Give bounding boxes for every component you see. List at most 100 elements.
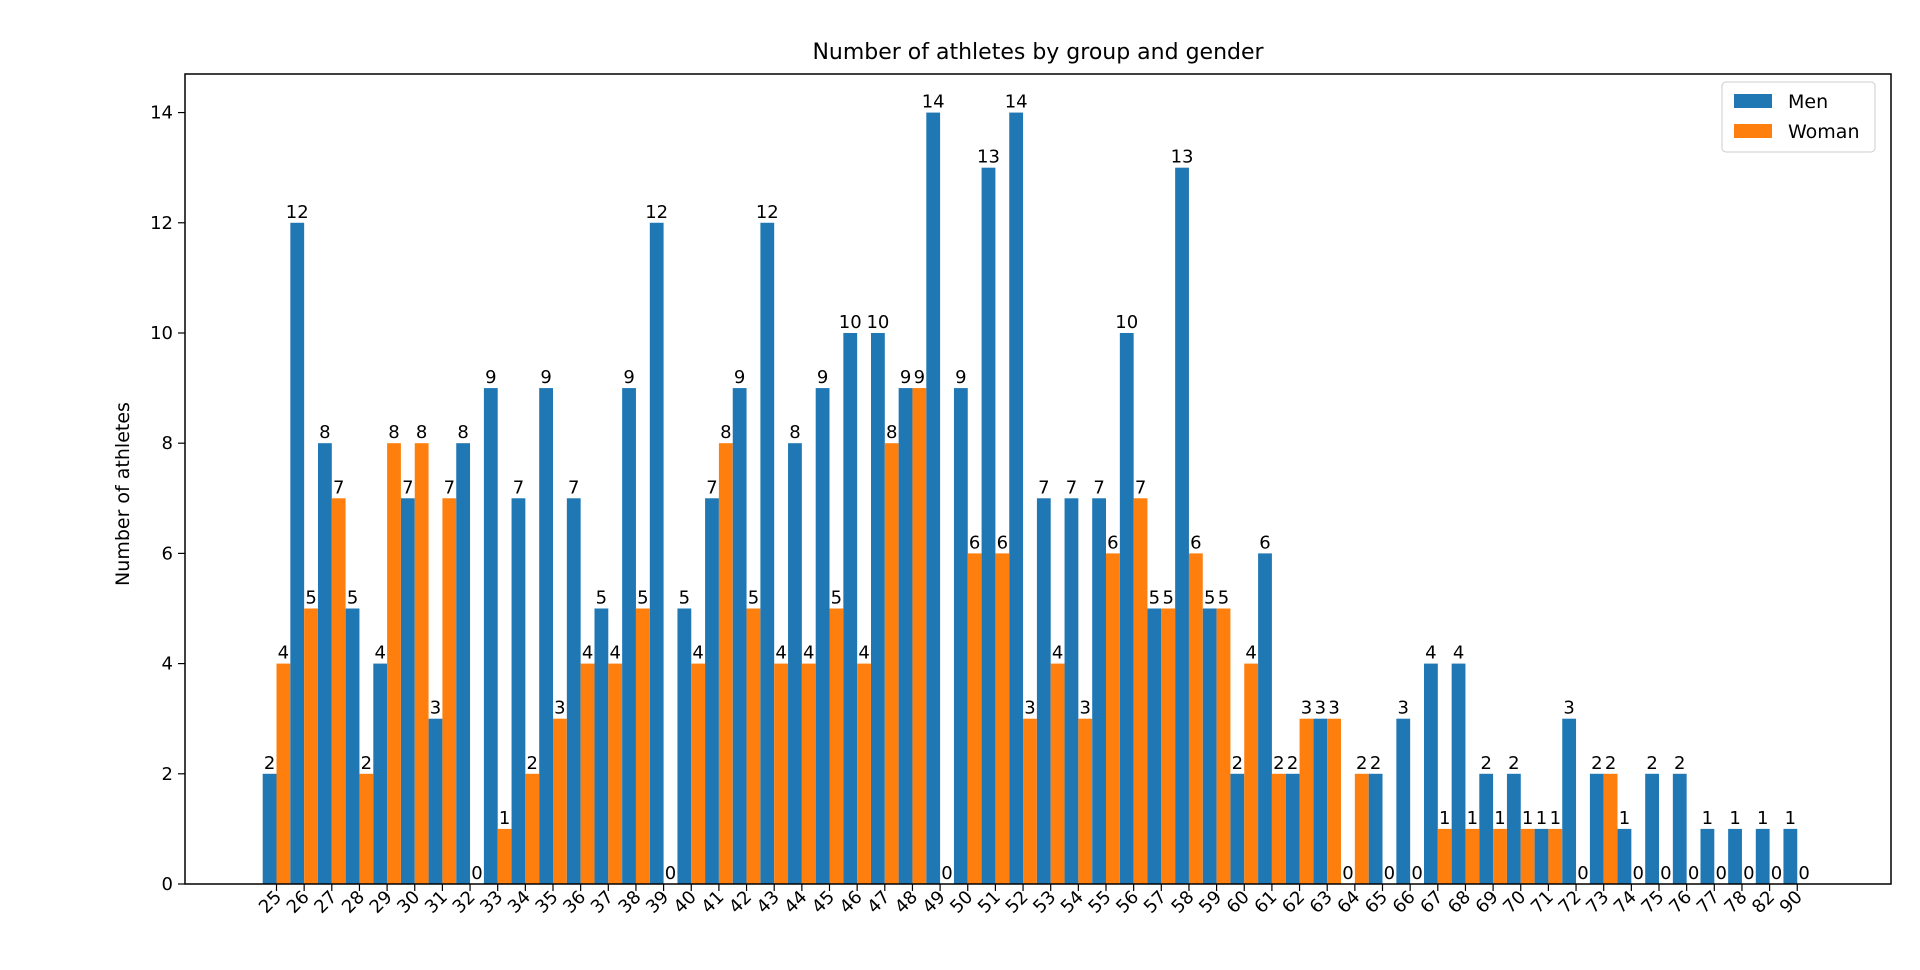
bar-value-label: 7 — [568, 477, 579, 498]
legend-label-men: Men — [1788, 91, 1828, 113]
bar-woman — [829, 608, 844, 884]
bar-men — [345, 608, 360, 884]
bar-men — [1617, 828, 1632, 884]
bar-value-label: 2 — [1287, 753, 1298, 774]
bar-value-label: 13 — [1171, 147, 1194, 168]
bar-value-label: 4 — [692, 643, 703, 664]
bar-woman — [1078, 718, 1093, 884]
bar-men — [456, 443, 471, 884]
y-tick-label: 6 — [162, 543, 173, 564]
bar-value-label: 9 — [734, 367, 745, 388]
bar-woman — [1520, 828, 1535, 884]
bar-woman — [857, 663, 871, 884]
bar-woman — [1299, 718, 1314, 884]
y-tick-label: 8 — [162, 433, 173, 454]
bar-value-label: 13 — [977, 147, 1000, 168]
bar-value-label: 0 — [1798, 863, 1809, 884]
bar-value-label: 6 — [1190, 532, 1201, 553]
bar-men — [1230, 773, 1245, 884]
bar-value-label: 2 — [1508, 753, 1519, 774]
bar-value-label: 9 — [485, 367, 496, 388]
bar-woman — [1161, 608, 1176, 884]
bar-value-label: 1 — [1536, 808, 1547, 829]
bar-men — [1092, 498, 1106, 884]
bar-woman — [995, 553, 1010, 884]
bar-value-label: 7 — [706, 477, 717, 498]
bar-value-label: 8 — [388, 422, 399, 443]
bar-men — [1506, 773, 1521, 884]
bar-woman — [276, 663, 291, 884]
bar-woman — [1465, 828, 1480, 884]
bar-woman — [718, 443, 733, 884]
bar-value-label: 10 — [839, 312, 862, 333]
bar-men — [705, 498, 719, 884]
bar-men — [1424, 663, 1438, 884]
bar-value-label: 2 — [1605, 753, 1616, 774]
bar-value-label: 5 — [831, 587, 842, 608]
bar-men — [290, 222, 305, 884]
bar-men — [428, 718, 443, 884]
bar-men — [898, 388, 913, 884]
legend: Men Woman — [1721, 81, 1876, 153]
bar-value-label: 4 — [775, 643, 786, 664]
bar-value-label: 1 — [499, 808, 510, 829]
bar-value-label: 5 — [637, 587, 648, 608]
bar-men — [1562, 718, 1577, 884]
bar-value-label: 4 — [1425, 643, 1436, 664]
bar-value-label: 2 — [1370, 753, 1381, 774]
bar-value-label: 5 — [1149, 587, 1160, 608]
bar-value-label: 1 — [1494, 808, 1505, 829]
bar-value-label: 2 — [1232, 753, 1243, 774]
bar-woman — [884, 443, 899, 884]
y-axis-label: Number of athletes — [112, 402, 134, 586]
bar-men — [400, 498, 415, 884]
bar-value-label: 1 — [1619, 808, 1630, 829]
bar-men — [926, 112, 941, 885]
bar-men — [1645, 773, 1659, 884]
bar-men — [1479, 773, 1494, 884]
bar-woman — [1354, 773, 1369, 884]
bar-men — [1036, 498, 1051, 884]
legend-swatch-men — [1734, 94, 1772, 108]
bar-value-label: 7 — [333, 477, 344, 498]
bar-value-label: 7 — [1038, 477, 1049, 498]
bar-value-label: 1 — [1467, 808, 1478, 829]
bar-value-label: 2 — [1356, 753, 1367, 774]
bar-value-label: 3 — [430, 698, 441, 719]
bar-men — [539, 388, 553, 884]
bar-woman — [1244, 663, 1259, 884]
bar-woman — [967, 553, 982, 884]
bar-woman — [1133, 498, 1148, 884]
bar-woman — [414, 443, 429, 884]
bar-value-label: 12 — [645, 202, 668, 223]
bar-men — [1285, 773, 1300, 884]
bar-value-label: 8 — [789, 422, 800, 443]
bar-men — [1728, 828, 1742, 884]
bar-woman — [1188, 553, 1203, 884]
bar-value-label: 1 — [1439, 808, 1450, 829]
bar-men — [1119, 332, 1134, 884]
bar-men — [511, 498, 526, 884]
bar-value-label: 8 — [416, 422, 427, 443]
bar-woman — [387, 443, 401, 884]
bar-value-label: 4 — [582, 643, 593, 664]
bar-woman — [359, 773, 374, 884]
bar-value-label: 9 — [955, 367, 966, 388]
bar-value-label: 4 — [609, 643, 620, 664]
bar-men — [1396, 718, 1411, 884]
bar-woman — [691, 663, 706, 884]
bar-value-label: 4 — [1453, 643, 1464, 664]
bar-woman — [1050, 663, 1065, 884]
y-tick-label: 12 — [150, 213, 173, 234]
bar-woman — [497, 828, 512, 884]
bar-value-label: 7 — [444, 477, 455, 498]
bar-value-label: 5 — [305, 587, 316, 608]
bar-men — [262, 773, 277, 884]
bar-men — [871, 332, 885, 884]
bar-value-label: 0 — [1342, 863, 1353, 884]
bar-men — [1700, 828, 1715, 884]
bar-value-label: 8 — [457, 422, 468, 443]
bar-value-label: 14 — [1005, 92, 1028, 113]
bar-value-label: 5 — [1218, 587, 1229, 608]
bar-value-label: 3 — [1328, 698, 1339, 719]
